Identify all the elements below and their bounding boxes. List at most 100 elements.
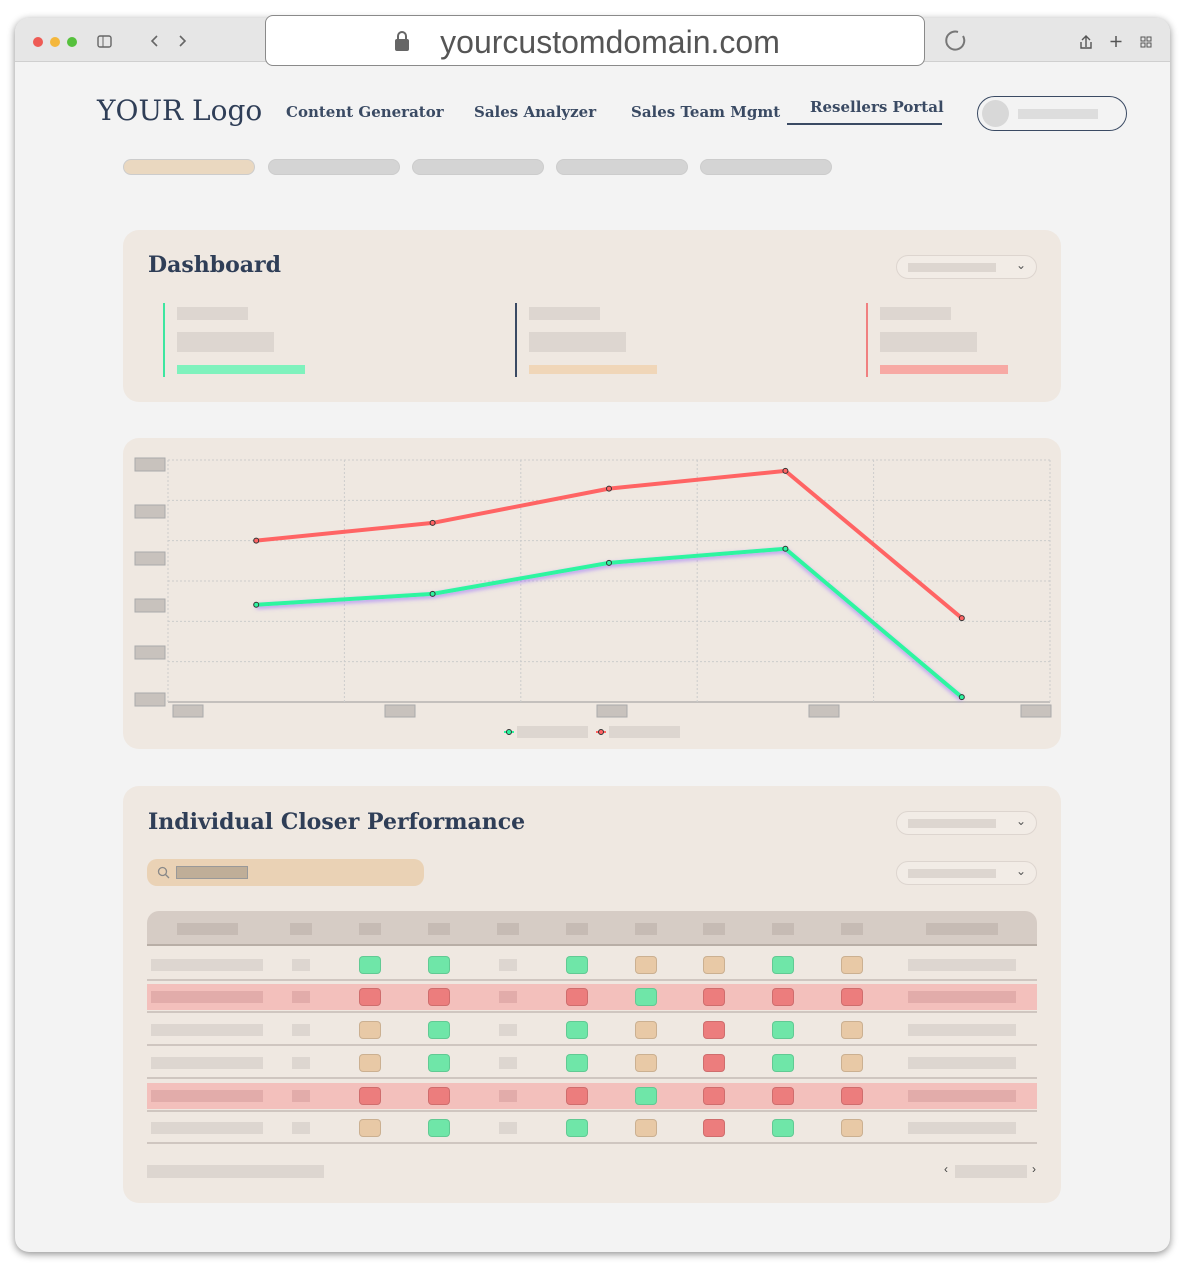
status-cell <box>772 1021 794 1039</box>
header-placeholder <box>497 923 519 935</box>
y-tick-placeholder <box>134 551 166 566</box>
status-cell <box>635 1119 657 1137</box>
data-point <box>253 601 260 608</box>
tab[interactable] <box>412 159 544 175</box>
status-cell <box>359 1087 381 1105</box>
status-cell <box>359 1021 381 1039</box>
status-cell <box>359 988 381 1006</box>
kpi-label <box>529 307 600 320</box>
status-cell <box>635 1087 657 1105</box>
x-tick-placeholder <box>172 704 204 718</box>
card-title: Dashboard <box>148 252 281 278</box>
cell-placeholder <box>151 1122 263 1134</box>
tab[interactable] <box>268 159 400 175</box>
status-cell <box>772 1087 794 1105</box>
cell-placeholder <box>499 1024 517 1036</box>
nav-item[interactable]: Sales Team Mgmt <box>631 103 781 121</box>
kpi-label <box>177 307 248 320</box>
kpi-bar <box>177 365 305 374</box>
cell-placeholder <box>908 1122 1016 1134</box>
cell-placeholder <box>499 991 517 1003</box>
legend-swatch <box>598 729 604 735</box>
status-cell <box>772 956 794 974</box>
nav-item[interactable]: Sales Analyzer <box>474 103 597 121</box>
status-cell <box>841 1087 863 1105</box>
legend-swatch <box>506 729 512 735</box>
chart-card <box>123 438 1061 749</box>
status-cell <box>703 1087 725 1105</box>
header-placeholder <box>703 923 725 935</box>
kpi-divider <box>163 303 165 377</box>
row-divider <box>147 1077 1037 1079</box>
status-cell <box>635 1021 657 1039</box>
status-cell <box>566 1087 588 1105</box>
status-cell <box>359 1054 381 1072</box>
kpi-label <box>880 307 951 320</box>
status-cell <box>841 988 863 1006</box>
kpi-value <box>177 332 274 352</box>
status-cell <box>635 1054 657 1072</box>
status-cell <box>428 1021 450 1039</box>
dropdown[interactable]: ⌄ <box>896 861 1037 885</box>
y-tick-placeholder <box>134 457 166 472</box>
row-divider <box>147 979 1037 981</box>
status-cell <box>566 988 588 1006</box>
pagination[interactable]: ‹ › <box>944 1162 1036 1178</box>
header-placeholder <box>177 923 238 935</box>
status-cell <box>772 1119 794 1137</box>
cell-placeholder <box>292 1024 310 1036</box>
nav-item[interactable]: Resellers Portal <box>810 98 944 116</box>
status-cell <box>566 1119 588 1137</box>
header-placeholder <box>428 923 450 935</box>
dropdown[interactable]: ⌄ <box>896 255 1037 279</box>
legend-placeholder <box>517 726 588 738</box>
y-tick-placeholder <box>134 504 166 519</box>
tab[interactable] <box>700 159 832 175</box>
status-cell <box>841 1119 863 1137</box>
cell-placeholder <box>908 1090 1016 1102</box>
lock-icon <box>395 31 409 51</box>
status-cell <box>428 988 450 1006</box>
kpi-bar <box>880 365 1008 374</box>
nav-underline <box>787 123 942 125</box>
status-cell <box>566 1021 588 1039</box>
kpi-bar <box>529 365 657 374</box>
header-placeholder <box>566 923 588 935</box>
tab[interactable] <box>123 159 255 175</box>
dropdown[interactable]: ⌄ <box>896 811 1037 835</box>
status-cell <box>566 956 588 974</box>
data-point <box>429 590 436 597</box>
status-cell <box>428 1119 450 1137</box>
cell-placeholder <box>908 1024 1016 1036</box>
address-bar[interactable]: yourcustomdomain.com <box>265 15 925 66</box>
cell-placeholder <box>908 991 1016 1003</box>
search-box[interactable] <box>147 859 424 886</box>
cell-placeholder <box>499 1122 517 1134</box>
profile-menu[interactable] <box>977 96 1127 131</box>
status-cell <box>703 1054 725 1072</box>
status-cell <box>841 956 863 974</box>
cell-placeholder <box>151 991 263 1003</box>
logo[interactable]: YOUR Logo <box>97 94 263 127</box>
cell-placeholder <box>151 959 263 971</box>
data-point <box>782 545 789 552</box>
url: yourcustomdomain.com <box>440 24 780 60</box>
cell-placeholder <box>151 1024 263 1036</box>
status-cell <box>703 1021 725 1039</box>
cell-placeholder <box>499 959 517 971</box>
status-cell <box>428 956 450 974</box>
tab[interactable] <box>556 159 688 175</box>
data-point <box>606 485 612 492</box>
kpi-divider <box>515 303 517 377</box>
nav-item[interactable]: Content Generator <box>286 103 444 121</box>
cell-placeholder <box>908 959 1016 971</box>
status-cell <box>841 1021 863 1039</box>
cell-placeholder <box>292 1122 310 1134</box>
cell-placeholder <box>499 1090 517 1102</box>
header-placeholder <box>359 923 381 935</box>
status-cell <box>428 1087 450 1105</box>
kpi-value <box>529 332 626 352</box>
footer-placeholder <box>147 1165 324 1178</box>
status-cell <box>703 988 725 1006</box>
